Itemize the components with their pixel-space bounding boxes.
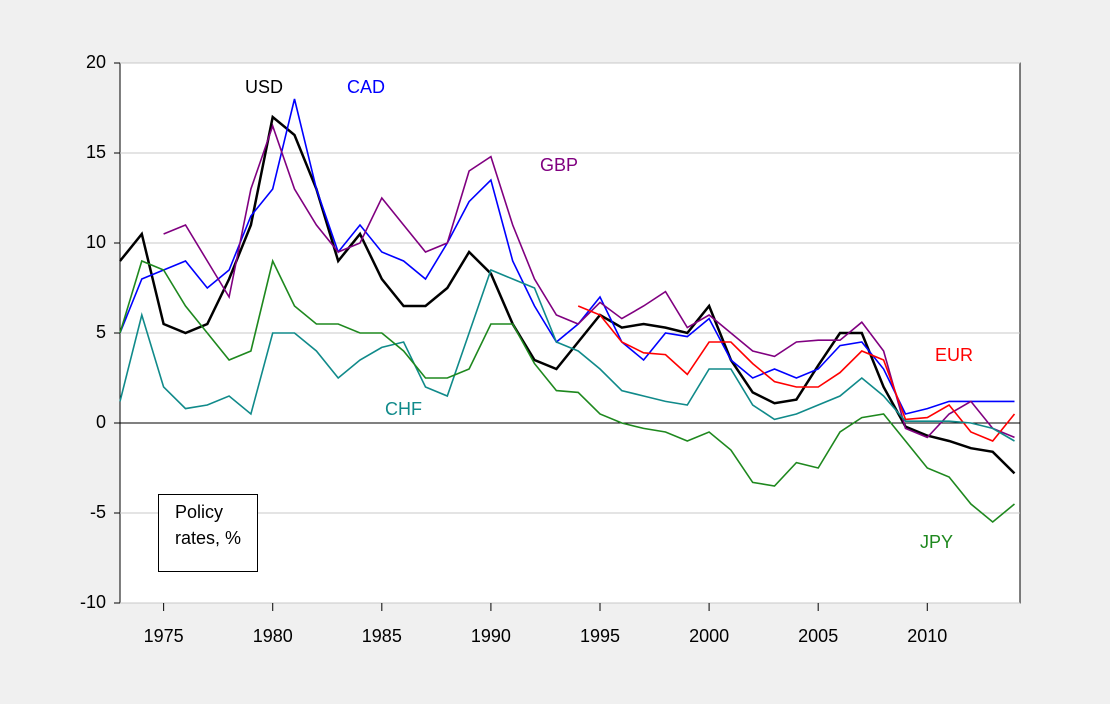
series-line	[119, 268, 1015, 442]
y-tick-label: 5	[96, 322, 106, 342]
x-tick-label: 1995	[580, 626, 620, 646]
series-line	[119, 258, 1016, 524]
x-tick-label: 2005	[798, 626, 838, 646]
series-label: GBP	[540, 155, 578, 175]
x-tick-label: 1980	[253, 626, 293, 646]
series-label: USD	[245, 77, 283, 97]
x-tick-label: 2010	[907, 626, 947, 646]
x-tick-label: 1990	[471, 626, 511, 646]
annotation: Policy rates, %	[158, 494, 258, 572]
series-line	[577, 305, 1016, 442]
y-tick-label: 0	[96, 412, 106, 432]
x-tick-label: 1975	[144, 626, 184, 646]
y-tick-label: -10	[80, 592, 106, 612]
y-tick-label: 20	[86, 52, 106, 72]
y-tick-label: 10	[86, 232, 106, 252]
series-label: CAD	[347, 77, 385, 97]
x-tick-label: 2000	[689, 626, 729, 646]
y-tick-label: 15	[86, 142, 106, 162]
series-line	[119, 98, 1015, 415]
x-tick-label: 1985	[362, 626, 402, 646]
y-tick-label: -5	[90, 502, 106, 522]
series-label: JPY	[920, 532, 953, 552]
series-line	[163, 123, 1015, 439]
series-label: CHF	[385, 399, 422, 419]
series-label: EUR	[935, 345, 973, 365]
